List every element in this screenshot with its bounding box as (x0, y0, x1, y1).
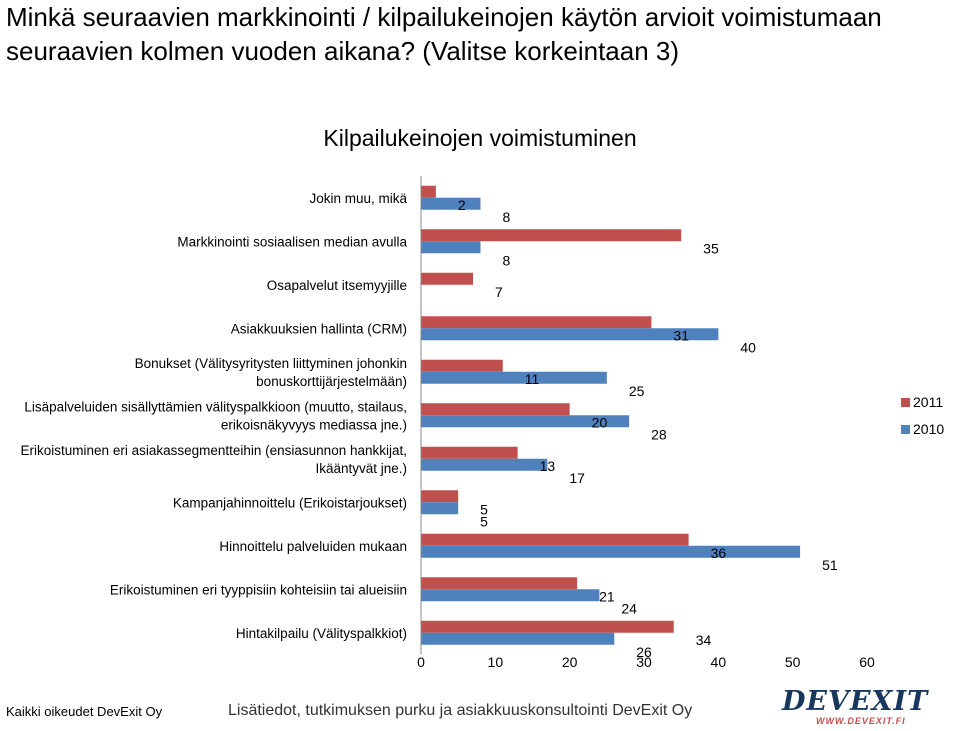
bar-chart: Kilpailukeinojen voimistuminen Jokin muu… (21, 125, 945, 670)
data-label-2011: 11 (525, 371, 540, 387)
data-label-2011: 34 (696, 632, 712, 648)
data-label-2011: 21 (599, 588, 615, 604)
bar-2011 (421, 490, 459, 503)
bar-2011 (421, 359, 503, 372)
x-tick-label: 30 (636, 654, 652, 670)
x-tick-label: 50 (785, 654, 801, 670)
slide-title: Minkä seuraavien markkinointi / kilpailu… (6, 0, 956, 68)
chart-title: Kilpailukeinojen voimistuminen (323, 125, 636, 151)
devexit-logo: DEVEXIT WWW.DEVEXIT.FI (782, 686, 929, 728)
x-tick-label: 60 (859, 654, 875, 670)
logo-url: WWW.DEVEXIT.FI (816, 716, 906, 726)
footer-copyright: Kaikki oikeudet DevExit Oy (6, 704, 163, 719)
bar-2010 (421, 589, 600, 602)
category-label: Osapalvelut itsemyyjille (267, 278, 407, 293)
legend-swatch-2010 (901, 425, 910, 434)
bar-2011 (421, 533, 689, 546)
category-labels: Jokin muu, mikä Markkinointi sosiaalisen … (21, 191, 408, 641)
bar-2011 (421, 577, 578, 590)
data-label-2011: 20 (592, 414, 608, 430)
bar-2011 (421, 272, 474, 285)
category-label: Hinnoittelu palveluiden mukaan (219, 539, 407, 554)
data-label-2010: 26 (636, 644, 652, 660)
slide-title-line-2: seuraavien kolmen vuoden aikana? (Valits… (6, 36, 680, 66)
x-axis: 0 10 20 30 40 50 60 (417, 176, 875, 670)
bars-layer (421, 185, 801, 645)
logo-brand: DEVEXIT (782, 686, 929, 717)
data-label-2010: 5 (480, 513, 488, 529)
category-label: Lisäpalveluiden sisällyttämien välityspa… (24, 399, 407, 432)
data-label-2011: 2 (458, 197, 466, 213)
bar-2011 (421, 403, 570, 416)
x-tick-label: 0 (417, 654, 425, 670)
bar-2010 (421, 415, 630, 428)
bar-2010 (421, 632, 615, 645)
legend-swatch-2011 (901, 398, 910, 407)
bar-2010 (421, 545, 801, 558)
data-label-2011: 36 (711, 545, 727, 561)
data-label-2010: 28 (651, 426, 667, 442)
x-tick-label: 20 (562, 654, 578, 670)
bar-2011 (421, 620, 674, 633)
category-label: Markkinointi sosiaalisen median avulla (177, 234, 407, 249)
data-label-2010: 40 (740, 339, 756, 355)
data-label-2010: 25 (629, 383, 645, 399)
data-label-2010: 8 (502, 209, 510, 225)
bar-2011 (421, 446, 518, 459)
category-label: Jokin muu, mikä (309, 191, 407, 206)
data-label-2010: 51 (822, 557, 838, 573)
bar-2011 (421, 185, 436, 198)
bar-2010 (421, 458, 548, 471)
data-label-2011: 5 (480, 501, 488, 517)
footer-info: Lisätiedot, tutkimuksen purku ja asiakku… (228, 702, 693, 719)
data-label-2010: 24 (621, 600, 637, 616)
category-label: Erikoistuminen eri tyyppisiin kohteisiin… (110, 582, 407, 597)
legend: 2011 2010 (901, 394, 944, 437)
bar-2010 (421, 241, 481, 254)
legend-label-2011: 2011 (913, 394, 943, 410)
category-label: Hintakilpailu (Välityspalkkiot) (236, 626, 407, 641)
bar-2010 (421, 328, 719, 341)
data-label-2010: 17 (569, 470, 585, 486)
category-label: Erikoistuminen eri asiakassegmentteihin … (21, 443, 407, 476)
data-label-2011: 31 (673, 327, 689, 343)
data-label-2011: 7 (495, 284, 503, 300)
data-label-2010: 8 (502, 252, 510, 268)
x-tick-label: 40 (711, 654, 727, 670)
slide-title-line-1: Minkä seuraavien markkinointi / kilpailu… (6, 2, 882, 32)
bar-2011 (421, 316, 652, 329)
bar-2010 (421, 371, 607, 384)
data-label-2011: 35 (703, 240, 719, 256)
category-label: Asiakkuuksien hallinta (CRM) (231, 321, 407, 336)
category-label: Kampanjahinnoittelu (Erikoistarjoukset) (173, 495, 407, 510)
data-label-2011: 13 (540, 458, 556, 474)
bar-2010 (421, 502, 459, 515)
bar-2010 (421, 197, 481, 210)
legend-label-2010: 2010 (913, 421, 944, 437)
bar-2011 (421, 229, 682, 242)
category-label: Bonukset (Välitysyritysten liittyminen j… (135, 356, 407, 389)
x-tick-label: 10 (488, 654, 504, 670)
